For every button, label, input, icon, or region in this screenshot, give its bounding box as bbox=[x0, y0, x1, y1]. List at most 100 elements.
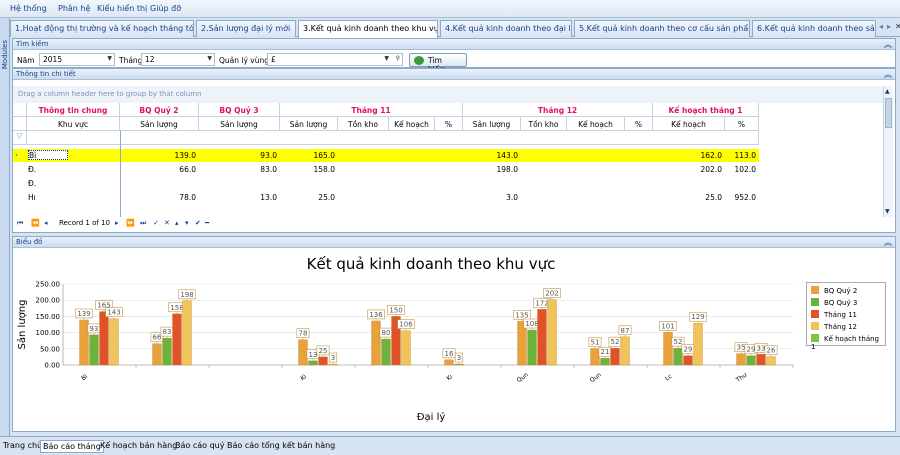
tab-2[interactable]: 2.Sản lượng đại lý mới bbox=[196, 20, 296, 37]
cell-value[interactable]: 83.0 bbox=[260, 165, 277, 174]
column-header[interactable]: % bbox=[625, 117, 653, 131]
column-header[interactable]: Sản lượng bbox=[280, 117, 338, 131]
column-header[interactable]: Kế hoạch bbox=[567, 117, 625, 131]
status-tab-home[interactable]: Trang chủ bbox=[3, 441, 43, 450]
manager-select[interactable]: £ ▼ ⚲ bbox=[267, 53, 403, 66]
data-label: 80 bbox=[382, 329, 391, 337]
collapse-icon[interactable]: ︽ bbox=[884, 70, 892, 79]
cell-area[interactable]: Đ. bbox=[28, 165, 37, 174]
column-header[interactable]: Sản lượng bbox=[463, 117, 521, 131]
filter-icon[interactable]: ▽ bbox=[13, 131, 27, 145]
tab-next-icon[interactable]: ▸ bbox=[887, 22, 892, 31]
data-label: 25 bbox=[319, 347, 328, 355]
cell-value[interactable]: 66.0 bbox=[179, 165, 196, 174]
prev-record-icon[interactable]: ◂ bbox=[44, 219, 48, 227]
cell-area[interactable]: Bì bbox=[28, 150, 68, 160]
status-tab-summary[interactable]: Báo cáo tổng kết bán hàng bbox=[227, 441, 336, 450]
year-select[interactable]: 2015 ▼ bbox=[39, 53, 115, 66]
cell-value[interactable]: 13.0 bbox=[260, 193, 277, 202]
bar bbox=[610, 348, 620, 366]
cell-value[interactable]: 952.0 bbox=[734, 193, 756, 202]
tab-6[interactable]: 6.Kết quả kinh doanh theo sản p bbox=[752, 20, 876, 37]
tab-4[interactable]: 4.Kết quả kinh doanh theo đại lý bbox=[440, 20, 572, 37]
cell-value[interactable]: 165.0 bbox=[313, 151, 335, 160]
y-tick-label: 50.00 bbox=[40, 345, 60, 353]
cell-value[interactable]: 162.0 bbox=[700, 151, 722, 160]
up-icon[interactable]: ▴ bbox=[175, 219, 179, 227]
band-header[interactable]: BQ Quý 3 bbox=[199, 103, 280, 117]
column-header[interactable]: Khu vực bbox=[27, 117, 120, 131]
menu-phan-he[interactable]: Phân hệ bbox=[58, 4, 91, 13]
cell-value[interactable]: 139.0 bbox=[174, 151, 196, 160]
band-header[interactable]: Tháng 11 bbox=[280, 103, 463, 117]
down-icon[interactable]: ▾ bbox=[185, 219, 189, 227]
tab-3[interactable]: 3.Kết quả kinh doanh theo khu vực bbox=[298, 20, 438, 38]
cell-value[interactable]: 25.0 bbox=[318, 193, 335, 202]
legend-swatch bbox=[811, 310, 819, 318]
cell-value[interactable]: 93.0 bbox=[260, 151, 277, 160]
cell-value[interactable]: 198.0 bbox=[496, 165, 518, 174]
cell-value[interactable]: 78.0 bbox=[179, 193, 196, 202]
cell-value[interactable]: 113.0 bbox=[734, 151, 756, 160]
menu-kieu-hien-thi[interactable]: Kiểu hiển thị bbox=[97, 4, 148, 13]
group-panel-hint[interactable]: Drag a column header here to group by th… bbox=[13, 86, 883, 103]
table-row[interactable] bbox=[13, 177, 759, 190]
end-edit-icon[interactable]: ✔ bbox=[195, 219, 201, 227]
cell-value[interactable]: 102.0 bbox=[734, 165, 756, 174]
column-header[interactable]: Sản lượng bbox=[120, 117, 199, 131]
filter-row[interactable] bbox=[27, 131, 759, 145]
tab-5[interactable]: 5.Kết quả kinh doanh theo cơ cấu sản phẩ… bbox=[574, 20, 750, 37]
column-header[interactable]: Kế hoạch bbox=[389, 117, 435, 131]
column-header[interactable]: Kế hoạch bbox=[653, 117, 725, 131]
modules-side-strip[interactable]: Modules bbox=[0, 18, 10, 436]
data-label: 87 bbox=[621, 327, 630, 335]
cell-value[interactable]: 3.0 bbox=[506, 193, 518, 202]
scroll-thumb[interactable] bbox=[885, 98, 892, 128]
tab-close-icon[interactable]: ✕ bbox=[895, 22, 900, 31]
table-row[interactable] bbox=[13, 149, 759, 162]
grid-vertical-scrollbar[interactable]: ▲ ▼ bbox=[883, 86, 893, 217]
column-header[interactable]: Tồn kho bbox=[338, 117, 389, 131]
band-header[interactable]: BQ Quý 2 bbox=[120, 103, 199, 117]
delete-icon[interactable]: ✕ bbox=[164, 219, 170, 227]
append-icon[interactable]: ✓ bbox=[153, 219, 159, 227]
menu-giup-do[interactable]: Giúp đỡ bbox=[150, 4, 182, 13]
month-select[interactable]: 12 ▼ bbox=[141, 53, 215, 66]
band-header[interactable]: Thông tin chung bbox=[27, 103, 120, 117]
cell-value[interactable]: 25.0 bbox=[705, 193, 722, 202]
tab-prev-icon[interactable]: ◂ bbox=[879, 22, 884, 31]
tab-1[interactable]: 1.Hoạt động thị trường và kế hoạch tháng… bbox=[10, 20, 194, 37]
chart-legend: BQ Quý 2 BQ Quý 3 Tháng 11 Tháng 12 Kế h… bbox=[806, 282, 886, 351]
search-panel-header: Tìm kiếm ︽ bbox=[13, 39, 895, 50]
legend-swatch bbox=[811, 298, 819, 306]
status-tab-monthly[interactable]: Báo cáo tháng bbox=[40, 440, 104, 453]
status-tab-quarterly[interactable]: Báo cáo quý bbox=[175, 441, 225, 450]
search-icon[interactable]: ⚲ bbox=[395, 55, 400, 62]
prev-page-icon[interactable]: ⏪ bbox=[31, 219, 40, 227]
column-header[interactable]: % bbox=[725, 117, 759, 131]
column-header[interactable]: % bbox=[435, 117, 463, 131]
column-header[interactable]: Sản lượng bbox=[199, 117, 280, 131]
cell-value[interactable]: 143.0 bbox=[496, 151, 518, 160]
cell-area[interactable]: Hı bbox=[28, 193, 36, 202]
status-tab-sales-plan[interactable]: Kế hoạch bán hàng bbox=[100, 441, 178, 450]
band-header[interactable]: Tháng 12 bbox=[463, 103, 653, 117]
cell-value[interactable]: 158.0 bbox=[313, 165, 335, 174]
data-label: 21 bbox=[601, 348, 610, 356]
collapse-icon[interactable]: ︽ bbox=[884, 40, 892, 49]
last-record-icon[interactable]: ⏭ bbox=[140, 219, 147, 227]
cell-value[interactable]: 202.0 bbox=[700, 165, 722, 174]
next-record-icon[interactable]: ▸ bbox=[115, 219, 119, 227]
band-header[interactable]: Kế hoạch tháng 1 bbox=[653, 103, 759, 117]
scroll-up-icon[interactable]: ▲ bbox=[885, 88, 890, 95]
cancel-edit-icon[interactable]: ━ bbox=[205, 219, 210, 227]
first-record-icon[interactable]: ⏮ bbox=[17, 219, 24, 227]
legend-label: BQ Quý 2 bbox=[824, 287, 858, 295]
menu-he-thong[interactable]: Hệ thống bbox=[10, 4, 47, 13]
scroll-down-icon[interactable]: ▼ bbox=[885, 208, 890, 215]
next-page-icon[interactable]: ⏩ bbox=[126, 219, 135, 227]
cell-area[interactable]: Đ. bbox=[28, 179, 37, 188]
collapse-icon[interactable]: ︽ bbox=[884, 238, 892, 247]
column-header[interactable]: Tồn kho bbox=[521, 117, 567, 131]
search-button[interactable]: Tìm kiếm bbox=[409, 53, 467, 74]
